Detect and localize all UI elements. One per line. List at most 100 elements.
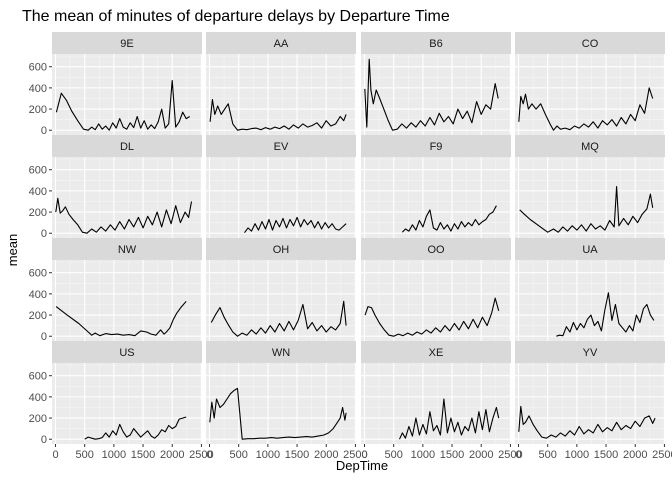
- series-line-co: [518, 87, 654, 131]
- x-tick-label: 500: [539, 449, 557, 461]
- series-line-aa: [209, 98, 347, 131]
- panel-background: [52, 363, 202, 444]
- y-tick-label: 400: [29, 289, 47, 301]
- x-tick-label: 1500: [285, 449, 309, 461]
- x-tick-label: 1500: [594, 449, 618, 461]
- facet-strip: [206, 135, 356, 157]
- facet-strip-label: US: [119, 347, 134, 359]
- facet-strip-label: CO: [582, 38, 599, 50]
- panel-background: [206, 260, 356, 341]
- y-tick-label: 200: [29, 104, 47, 116]
- y-tick-label: 600: [29, 371, 47, 383]
- facet-strip: [361, 238, 511, 260]
- facet-strip-label: OH: [273, 244, 290, 256]
- x-tick-label: 0: [52, 449, 58, 461]
- panel-background: [206, 363, 356, 444]
- series-line-ev: [244, 216, 347, 234]
- facet-strip: [361, 32, 511, 54]
- facet-strip: [361, 341, 511, 363]
- facet-9e: 9E 0 200 400 600: [29, 32, 202, 137]
- x-tick-label: 2500: [189, 449, 213, 461]
- facet-strip-label: OO: [427, 244, 445, 256]
- x-tick-label: 2500: [498, 449, 522, 461]
- facet-strip: [206, 341, 356, 363]
- y-tick-label: 0: [41, 125, 47, 137]
- y-tick-label: 400: [29, 83, 47, 95]
- facet-mq: MQ: [515, 135, 665, 238]
- facet-f9: F9: [361, 135, 511, 238]
- x-tick-label: 2500: [652, 449, 672, 461]
- facet-strip-label: F9: [430, 141, 443, 153]
- y-tick-label: 400: [29, 392, 47, 404]
- facet-strip: [206, 32, 356, 54]
- facet-strip: [52, 135, 202, 157]
- x-tick-label: 1000: [102, 449, 126, 461]
- series-line-nw: [55, 300, 187, 337]
- facet-dl: DL 0 200 400 600: [29, 135, 202, 240]
- facet-strip-label: NW: [118, 244, 137, 256]
- facet-strip: [52, 341, 202, 363]
- series-line-9e: [55, 79, 190, 131]
- y-tick-label: 600: [29, 62, 47, 74]
- facet-strip-label: YV: [583, 347, 598, 359]
- panel-background: [52, 54, 202, 135]
- facet-xe: XE 0 500 1000 1500 2000 2500: [361, 341, 523, 461]
- facet-strip: [515, 32, 665, 54]
- panel-background: [361, 54, 511, 135]
- series-line-oo: [364, 297, 500, 337]
- series-line-mq: [519, 186, 654, 233]
- facet-strip-label: B6: [429, 38, 442, 50]
- series-line-oh: [210, 300, 347, 337]
- facet-strip-label: 9E: [120, 38, 133, 50]
- facet-strip: [515, 135, 665, 157]
- x-tick-label: 1500: [131, 449, 155, 461]
- x-tick-label: 1000: [256, 449, 280, 461]
- y-tick-label: 200: [29, 413, 47, 425]
- x-tick-label: 2500: [343, 449, 367, 461]
- facet-strip: [206, 238, 356, 260]
- series-line-wn: [209, 387, 347, 440]
- facet-aa: AA: [206, 32, 356, 135]
- y-tick-label: 600: [29, 268, 47, 280]
- x-tick-label: 1000: [565, 449, 589, 461]
- x-tick-label: 2000: [314, 449, 338, 461]
- x-tick-label: 2000: [469, 449, 493, 461]
- facet-strip: [52, 238, 202, 260]
- facet-oo: OO: [361, 238, 511, 341]
- x-tick-label: 0: [206, 449, 212, 461]
- facet-strip-label: AA: [274, 38, 289, 50]
- y-axis-title: mean: [5, 234, 20, 267]
- x-tick-label: 0: [361, 449, 367, 461]
- facet-strip-label: MQ: [581, 141, 599, 153]
- series-line-ua: [556, 292, 655, 337]
- y-tick-label: 400: [29, 186, 47, 198]
- facet-strip: [515, 341, 665, 363]
- x-tick-label: 500: [230, 449, 248, 461]
- facet-strip: [361, 135, 511, 157]
- x-tick-label: 500: [76, 449, 94, 461]
- x-axis-title: DepTime: [336, 458, 388, 473]
- facet-ua: UA: [515, 238, 665, 341]
- y-tick-label: 600: [29, 165, 47, 177]
- facet-wn: WN 0 500 1000 1500 2000 2500: [206, 341, 368, 461]
- y-tick-label: 200: [29, 310, 47, 322]
- chart-title: The mean of minutes of departure delays …: [22, 8, 450, 25]
- x-tick-label: 1000: [411, 449, 435, 461]
- series-line-xe: [399, 398, 500, 440]
- series-line-f9: [401, 205, 497, 233]
- facet-strip-label: EV: [274, 141, 289, 153]
- panel-background: [361, 157, 511, 238]
- y-tick-label: 0: [41, 331, 47, 343]
- series-line-yv: [518, 405, 656, 439]
- x-tick-label: 0: [515, 449, 521, 461]
- facet-ev: EV: [206, 135, 356, 238]
- panel-background: [52, 157, 202, 238]
- panel-background: [361, 363, 511, 444]
- facet-strip-label: XE: [429, 347, 444, 359]
- series-line-us: [84, 416, 187, 440]
- x-tick-label: 1500: [440, 449, 464, 461]
- facet-b6: B6: [361, 32, 511, 135]
- facet-strip-label: UA: [582, 244, 598, 256]
